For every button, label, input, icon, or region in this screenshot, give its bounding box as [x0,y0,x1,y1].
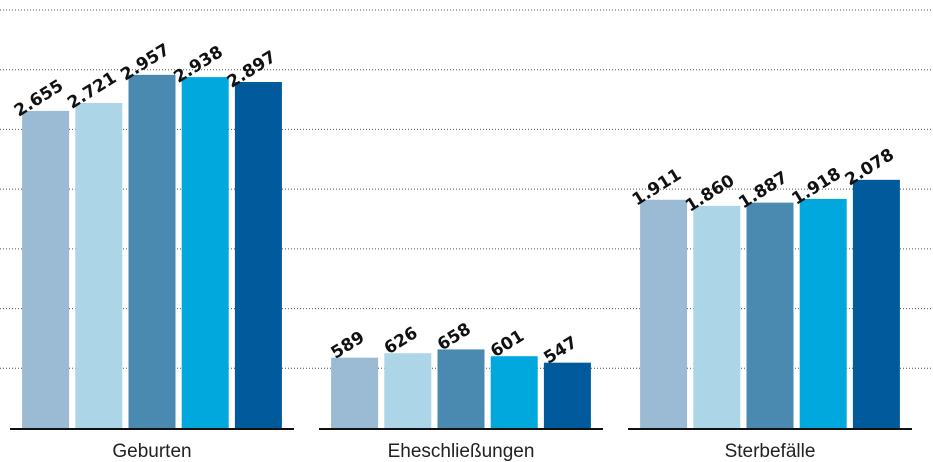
bar [853,180,900,428]
chart: Geburten2.6552.7212.9572.9382.897Eheschl… [0,0,933,462]
bar [438,349,485,428]
bar [693,206,740,428]
bar [747,203,794,428]
bar [640,200,687,428]
page: Geburten2.6552.7212.9572.9382.897Eheschl… [0,0,933,462]
bar [22,111,69,428]
bar [331,358,378,428]
bar [75,103,122,428]
bar [800,199,847,428]
bar [129,75,176,428]
bar [544,363,591,428]
x-tick-label: Eheschließungen [388,441,535,462]
bar [235,82,282,428]
bar [182,77,229,428]
x-tick-label: Geburten [112,441,191,462]
bar [384,353,431,428]
bar [491,356,538,428]
x-tick-label: Sterbefälle [725,441,816,462]
